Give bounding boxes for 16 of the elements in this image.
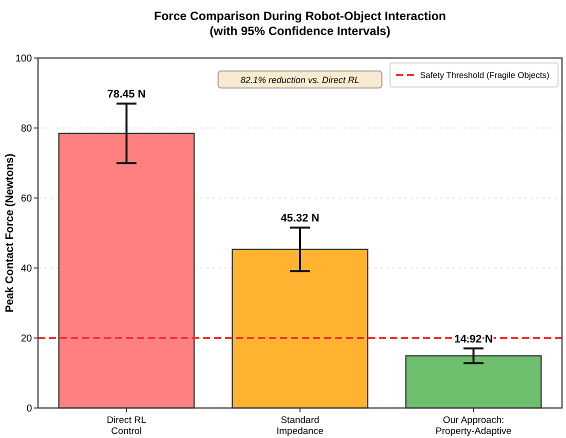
y-tick-label: 60 xyxy=(20,194,32,204)
y-tick-label: 100 xyxy=(15,54,32,64)
x-tick-label: Standard Impedance xyxy=(276,415,324,437)
x-tick-label: Direct RL Control xyxy=(106,415,146,437)
note-box: 82.1% reduction vs. Direct RL xyxy=(218,70,382,88)
y-axis-title: Peak Contact Force (Newtons) xyxy=(4,153,16,312)
chart-title: Force Comparison During Robot-Object Interaction (with 95% Confidence Intervals) xyxy=(154,9,446,38)
y-tick-label: 40 xyxy=(20,264,32,274)
y-tick-label: 20 xyxy=(20,334,32,344)
annotation: 82.1% reduction vs. Direct RL xyxy=(240,75,360,86)
y-tick-label: 0 xyxy=(26,404,32,414)
data-label: 45.32 N xyxy=(280,212,320,225)
data-label: 78.45 N xyxy=(107,88,146,101)
legend-label: Safety Threshold (Fragile Objects) xyxy=(420,70,550,80)
y-tick-label: 80 xyxy=(20,124,32,134)
x-tick-label: Our Approach: Property-Adaptive xyxy=(435,415,512,437)
